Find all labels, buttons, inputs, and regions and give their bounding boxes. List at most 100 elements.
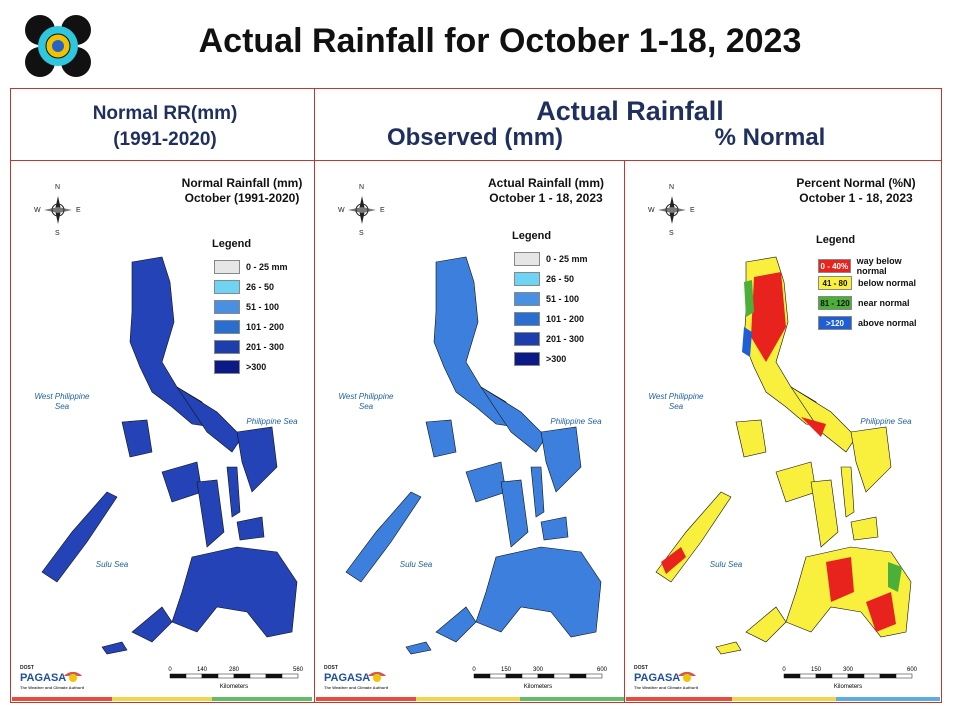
island-shape — [171, 546, 298, 638]
scale-segment — [895, 673, 913, 679]
legend-swatch: 0 - 40% — [818, 259, 851, 273]
scale-segment — [169, 673, 187, 679]
legend-item: 81 - 120 near normal — [818, 296, 910, 310]
scale-segment — [521, 673, 539, 679]
scale-segment — [879, 673, 897, 679]
scale-tick-label: 560 — [293, 667, 304, 673]
legend-title: Legend — [512, 230, 552, 242]
compass-rose-icon — [658, 196, 686, 224]
rainfall-category-patch — [866, 592, 896, 632]
island-shape — [345, 491, 422, 583]
legend-item: >120 above normal — [818, 316, 917, 330]
rainfall-category-patch — [826, 557, 854, 602]
legend-swatch — [214, 300, 240, 314]
island-shape — [810, 479, 839, 548]
island-shape — [161, 461, 203, 503]
map-title: Percent Normal (%N) October 1 - 18, 2023 — [786, 176, 926, 206]
stripe-green-2 — [520, 697, 624, 701]
percent-normal-header: % Normal — [714, 124, 826, 151]
rainfall-category-patch — [751, 272, 786, 362]
sea-label-sulu: Sulu Sea — [95, 560, 129, 569]
map-title-line2: October 1 - 18, 2023 — [489, 191, 603, 205]
normal-header: Normal RR(mm) (1991-2020) — [20, 101, 310, 153]
scale-tick-label: 600 — [597, 667, 608, 673]
brand-text-mid: PAGASA — [634, 672, 680, 684]
compass-label: S — [669, 230, 674, 237]
sea-label-sulu: Sulu Sea — [399, 560, 433, 569]
island-shape — [236, 516, 265, 541]
legend-description: above normal — [858, 318, 917, 328]
brand-text-tag: The Weather and Climate Authority — [20, 685, 84, 690]
stripe-green — [212, 697, 312, 701]
legend-label: 51 - 100 — [246, 302, 280, 312]
panel-actual: N S W E Actual Rainfall (mm) October 1 - 18, … — [316, 162, 621, 697]
scale-unit-label: Kilometers — [524, 684, 552, 690]
brand-text-mid: PAGASA — [324, 672, 370, 684]
stripe-yellow — [112, 697, 212, 701]
stripe-red — [12, 697, 112, 701]
divider-1 — [314, 88, 315, 703]
scale-segment — [489, 673, 507, 679]
normal-header-line2: (1991-2020) — [113, 129, 217, 150]
island-shape — [540, 516, 569, 541]
panel-percent: N S W E Percent Normal (%N) October 1 - 18, 2… — [626, 162, 931, 697]
island-shape — [435, 606, 477, 643]
compass-label: W — [648, 207, 655, 214]
island-shape — [465, 461, 507, 503]
scale-bar: 0 140 280 560 Kilometers — [168, 667, 304, 690]
legend-item: 101 - 200 — [214, 320, 284, 334]
brand-text-tag: The Weather and Climate Authority — [324, 685, 388, 690]
scale-segment — [233, 673, 251, 679]
compass-label: N — [669, 184, 675, 191]
normal-header-line1: Normal RR(mm) — [92, 103, 238, 124]
rainfall-category-patch — [744, 280, 754, 317]
island-shape — [715, 641, 742, 655]
legend-item: >300 — [514, 352, 566, 366]
legend-swatch — [214, 340, 240, 354]
scale-tick-label: 150 — [811, 667, 822, 673]
figure-frame — [10, 88, 942, 703]
sea-label-sulu: Sulu Sea — [709, 560, 743, 569]
scale-tick-label: 300 — [843, 667, 854, 673]
legend-item: 0 - 25 mm — [514, 252, 588, 266]
actual-rainfall-header: Actual Rainfall — [536, 96, 724, 126]
island-shape — [480, 386, 547, 453]
legend-swatch — [214, 280, 240, 294]
island-shape — [41, 491, 118, 583]
island-shape — [131, 606, 173, 643]
scale-segment — [847, 673, 865, 679]
scale-segment — [281, 673, 299, 679]
legend-item: 26 - 50 — [214, 280, 274, 294]
scale-segment — [265, 673, 283, 679]
legend-label: 26 - 50 — [546, 274, 575, 284]
legend-swatch: 81 - 120 — [818, 296, 852, 310]
island-shape — [176, 386, 243, 453]
legend-swatch — [514, 352, 540, 366]
sea-label-west: West Philippine Sea — [648, 392, 704, 411]
island-shape — [196, 479, 225, 548]
legend-label: 51 - 100 — [546, 294, 580, 304]
scale-segment — [537, 673, 555, 679]
sea-label-west: West Philippine Sea — [338, 392, 394, 411]
legend-swatch — [214, 360, 240, 374]
compass-rose-icon — [348, 196, 376, 224]
compass-rose-icon — [44, 196, 72, 224]
scale-tick-label: 300 — [533, 667, 544, 673]
scale-segment — [799, 673, 817, 679]
legend-label: >300 — [246, 362, 267, 372]
legend-label: 201 - 300 — [246, 342, 285, 352]
map-title-line2: October 1 - 18, 2023 — [799, 191, 913, 205]
legend-description: below normal — [858, 278, 917, 288]
scale-unit-label: Kilometers — [220, 684, 248, 690]
legend-item: 51 - 100 — [214, 300, 279, 314]
legend-item: 201 - 300 — [514, 332, 584, 346]
scale-tick-label: 600 — [907, 667, 918, 673]
legend-swatch — [514, 332, 540, 346]
brand-text-small: DOST — [20, 665, 34, 671]
legend-item: 0 - 25 mm — [214, 260, 288, 274]
stripe-red-3 — [626, 697, 732, 701]
legend-label: 0 - 25 mm — [246, 262, 288, 272]
island-shape — [775, 461, 817, 503]
island-shape — [226, 466, 241, 518]
legend-label: >300 — [546, 354, 567, 364]
